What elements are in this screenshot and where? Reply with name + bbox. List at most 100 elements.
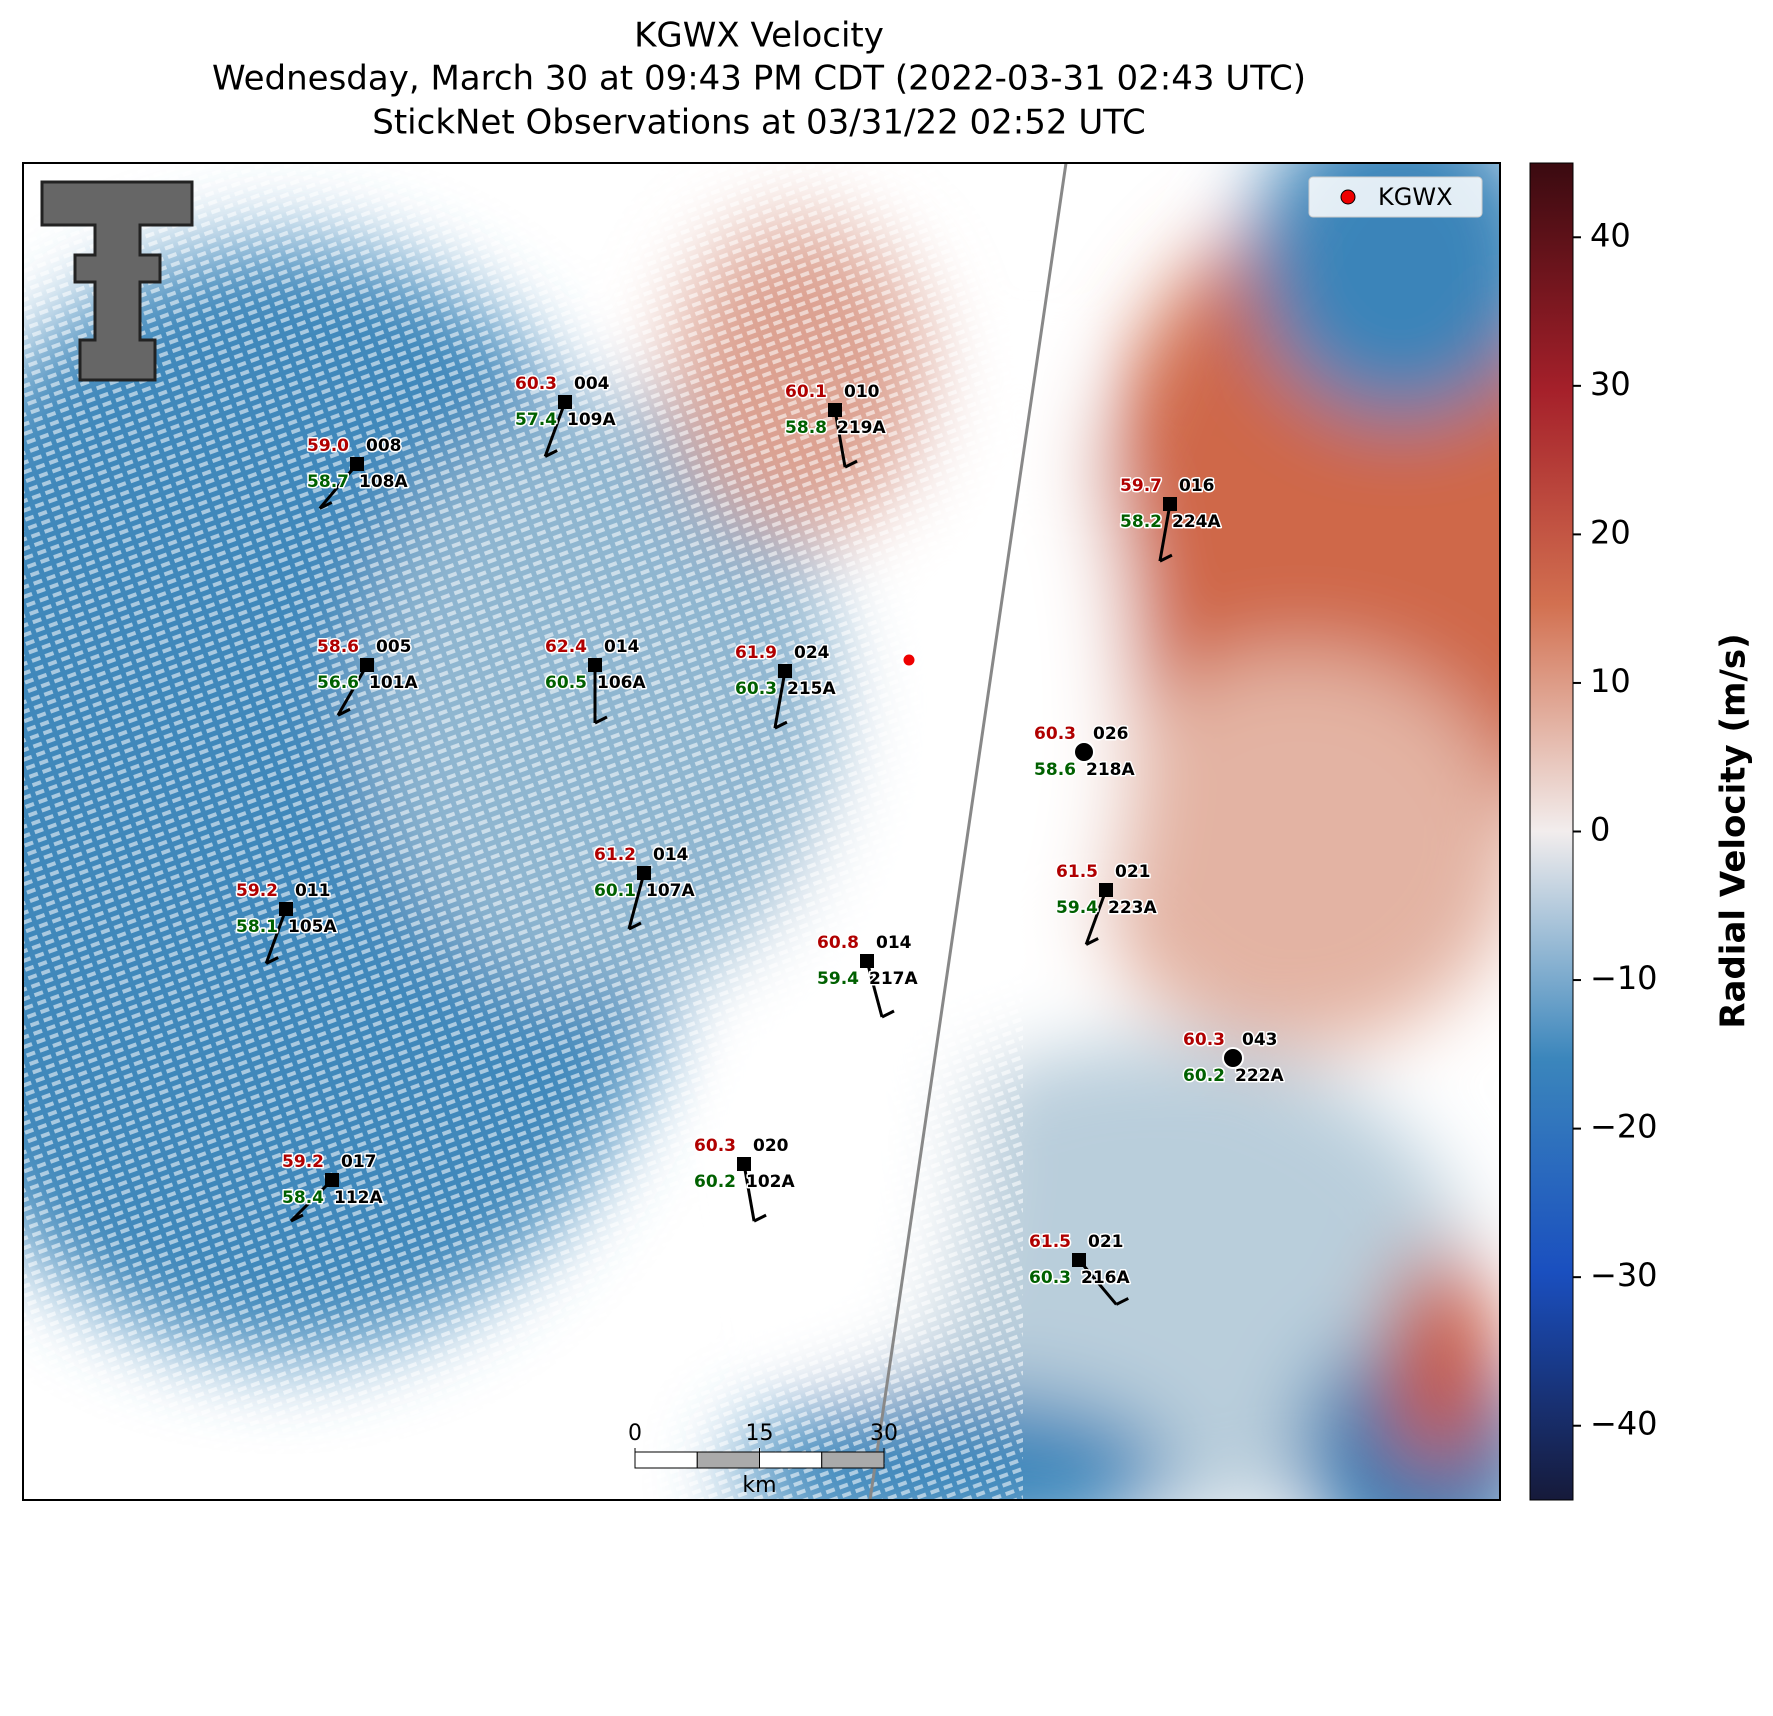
tick-label: 0: [1590, 811, 1610, 849]
wind-barb: [1077, 1259, 1118, 1306]
station-marker: [350, 457, 364, 471]
dewpoint: 58.4: [282, 1188, 324, 1208]
station-marker: [637, 866, 651, 880]
dewpoint: 60.2: [1183, 1066, 1225, 1086]
temperature: 60.3: [1034, 724, 1076, 744]
station-id: 219A: [837, 418, 886, 438]
logo: [40, 180, 194, 382]
temperature: 60.3: [515, 374, 557, 394]
wind-barb-flag: [844, 459, 858, 469]
scale-segment: [696, 1451, 760, 1469]
station-code: 016: [1179, 476, 1215, 496]
dewpoint: 60.3: [1029, 1268, 1071, 1288]
temperature: 61.2: [594, 845, 636, 865]
station-marker: [1099, 883, 1113, 897]
temperature: 60.3: [694, 1136, 736, 1156]
station-marker: [325, 1173, 339, 1187]
station-code: 021: [1115, 862, 1151, 882]
station-marker: [860, 954, 874, 968]
legend-label: KGWX: [1378, 183, 1453, 211]
temperature: 60.3: [1183, 1030, 1225, 1050]
wind-barb-flag: [753, 1213, 767, 1223]
wind-barb-flag: [628, 921, 642, 931]
tick-label: −40: [1590, 1405, 1658, 1443]
temperature: 59.0: [307, 436, 349, 456]
station-id: 107A: [646, 881, 695, 901]
wind-barb: [742, 1163, 756, 1222]
map-frame: [22, 162, 1501, 1501]
station-id: 215A: [787, 679, 836, 699]
subtitle: Wednesday, March 30 at 09:43 PM CDT (202…: [212, 59, 1306, 99]
scale-segment: [634, 1451, 698, 1469]
legend-marker: [1340, 189, 1356, 205]
station-marker: [1222, 1047, 1244, 1069]
station-id: 108A: [359, 472, 408, 492]
station-id: 109A: [567, 410, 616, 430]
station-code: 021: [1088, 1232, 1124, 1252]
station-marker: [1072, 1253, 1086, 1267]
station-code: 014: [604, 637, 640, 657]
wind-barb: [773, 670, 787, 729]
station-code: 011: [295, 881, 331, 901]
dewpoint: 60.3: [735, 679, 777, 699]
station-code: 020: [753, 1136, 789, 1156]
colorbar-label: Radial Velocity (m/s): [1714, 633, 1754, 1028]
wind-barb: [1158, 503, 1172, 562]
scale-label: 0: [628, 1421, 642, 1446]
dewpoint: 58.6: [1034, 760, 1076, 780]
wind-barb: [833, 409, 847, 468]
wind-barb: [1084, 889, 1108, 946]
temperature: 59.2: [236, 881, 278, 901]
stations: 60.3 004 57.4 109A 60.1 010 58.8 219A 59.0 008 58.…: [235, 373, 1286, 1306]
title: KGWX Velocity: [634, 16, 884, 56]
dewpoint: 59.4: [1056, 898, 1098, 918]
tick-label: 30: [1590, 365, 1631, 403]
station-marker: [1073, 741, 1095, 763]
dewpoint: 56.6: [317, 673, 359, 693]
temperature: 60.1: [785, 382, 827, 402]
wind-barb-flag: [265, 956, 279, 965]
dewpoint: 58.8: [785, 418, 827, 438]
wind-barb-flag: [594, 715, 608, 725]
tick-label: 20: [1590, 513, 1631, 551]
station-id: 223A: [1108, 898, 1157, 918]
station-code: 008: [366, 436, 402, 456]
station-marker: [778, 664, 792, 678]
station-marker: [828, 403, 842, 417]
dewpoint: 59.4: [817, 969, 859, 989]
dewpoint: 58.2: [1120, 512, 1162, 532]
wind-barb-flag: [319, 501, 333, 510]
temperature: 59.2: [282, 1152, 324, 1172]
station-id: 218A: [1086, 760, 1135, 780]
wind-barb-flag: [1159, 553, 1173, 563]
tick-label: −20: [1590, 1108, 1658, 1146]
station-id: 224A: [1172, 512, 1221, 532]
dewpoint: 60.2: [694, 1172, 736, 1192]
wind-barb: [318, 463, 359, 510]
tick-label: 40: [1590, 216, 1631, 254]
dewpoint: 58.1: [236, 917, 278, 937]
station-id: 101A: [369, 673, 418, 693]
dewpoint: 60.5: [545, 673, 587, 693]
wind-barb: [543, 401, 567, 458]
station-marker: [588, 658, 602, 672]
temperature: 61.5: [1029, 1232, 1071, 1252]
station-id: 222A: [1235, 1066, 1284, 1086]
station-code: 010: [844, 382, 880, 402]
scale-unit: km: [742, 1473, 776, 1498]
station-id: 102A: [746, 1172, 795, 1192]
temperature: 58.6: [317, 637, 359, 657]
wind-barb: [627, 872, 646, 930]
wind-barb: [865, 960, 884, 1018]
station-code: 024: [794, 643, 830, 663]
scale-segment: [759, 1451, 823, 1469]
station-code: 026: [1093, 724, 1129, 744]
radar-site: [900, 651, 918, 669]
scale-segment: [821, 1451, 885, 1469]
tick-label: −30: [1590, 1256, 1658, 1294]
station-id: 216A: [1081, 1268, 1130, 1288]
temperature: 60.8: [817, 933, 859, 953]
temperature: 61.9: [735, 643, 777, 663]
wind-barb-flag: [544, 449, 558, 458]
